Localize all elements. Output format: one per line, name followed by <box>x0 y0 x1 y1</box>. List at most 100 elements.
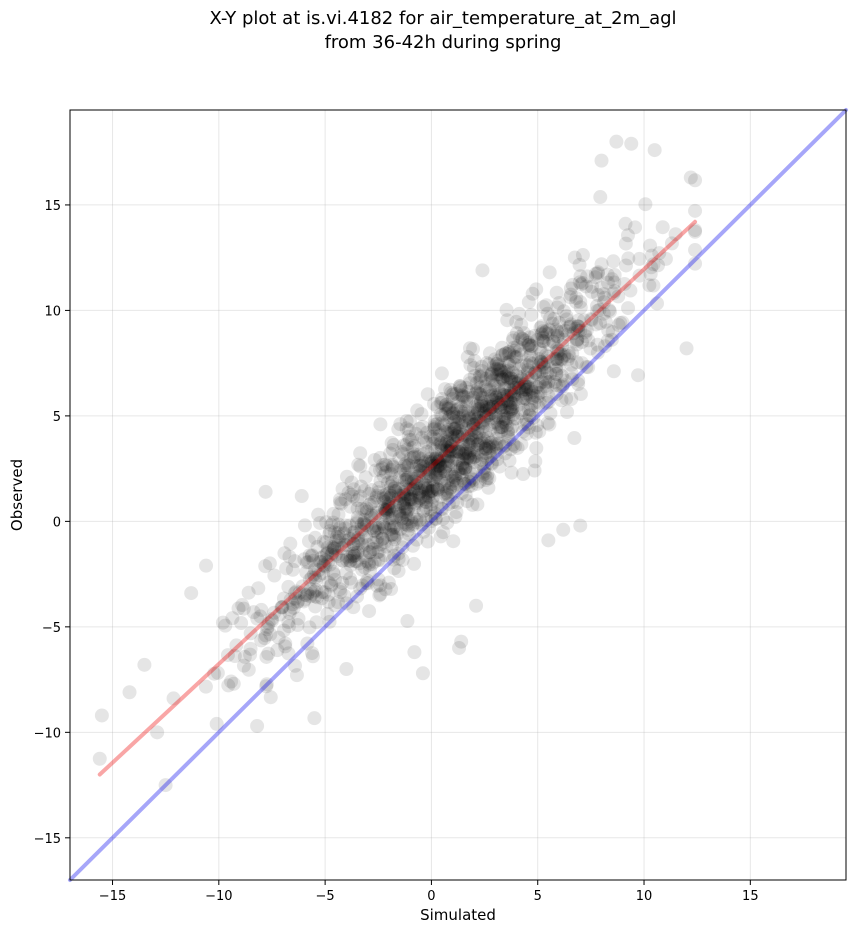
data-point <box>282 549 297 564</box>
data-point <box>384 518 399 533</box>
data-point <box>403 492 418 507</box>
data-point <box>456 460 471 475</box>
data-point <box>502 370 517 385</box>
data-point <box>545 316 560 331</box>
data-point <box>267 568 282 583</box>
data-point <box>490 367 505 382</box>
data-point <box>503 399 518 414</box>
data-point <box>475 452 490 467</box>
data-point <box>534 355 549 370</box>
data-point <box>351 536 366 551</box>
data-point <box>225 611 240 626</box>
data-point <box>358 470 373 485</box>
data-point <box>565 372 580 387</box>
data-point <box>411 487 426 502</box>
data-point <box>445 454 460 469</box>
data-point <box>464 423 479 438</box>
data-point <box>502 453 517 468</box>
data-point <box>396 533 411 548</box>
data-point <box>433 489 448 504</box>
data-point <box>548 378 563 393</box>
data-point <box>577 313 592 328</box>
data-point <box>409 512 424 527</box>
data-point <box>456 388 471 403</box>
data-point <box>549 359 564 374</box>
data-point <box>465 422 480 437</box>
data-point <box>382 510 397 525</box>
data-point <box>320 540 335 555</box>
data-point <box>452 410 467 425</box>
data-point <box>328 547 343 562</box>
data-point <box>536 300 551 315</box>
data-point <box>389 495 404 510</box>
data-point <box>478 424 493 439</box>
data-point <box>427 421 442 436</box>
data-point <box>373 578 388 593</box>
data-point <box>218 618 233 633</box>
data-point <box>387 548 402 563</box>
data-point <box>512 330 527 345</box>
data-point <box>372 521 387 536</box>
data-point <box>419 495 434 510</box>
data-point <box>320 545 335 560</box>
data-point <box>364 482 379 497</box>
data-point <box>439 466 454 481</box>
data-point <box>399 458 414 473</box>
data-point <box>507 387 522 402</box>
data-point <box>518 379 533 394</box>
data-point <box>536 334 551 349</box>
data-point <box>500 400 515 415</box>
data-point <box>251 581 266 596</box>
y-axis-label: Observed <box>8 459 26 531</box>
data-point <box>393 489 408 504</box>
data-point <box>518 386 533 401</box>
data-point <box>407 496 422 511</box>
data-point <box>597 339 612 354</box>
data-point <box>501 371 516 386</box>
data-point <box>643 267 658 282</box>
data-point <box>433 437 448 452</box>
data-point <box>338 518 353 533</box>
data-point <box>495 420 510 435</box>
data-point <box>391 422 406 437</box>
data-point <box>438 464 453 479</box>
data-point <box>285 597 300 612</box>
data-point <box>540 326 555 341</box>
data-point <box>405 433 420 448</box>
data-point <box>479 356 494 371</box>
data-point <box>483 443 498 458</box>
data-point <box>407 483 422 498</box>
data-point <box>484 406 499 421</box>
data-point <box>236 658 251 673</box>
data-point <box>453 379 468 394</box>
data-point <box>579 323 594 338</box>
data-point <box>438 398 453 413</box>
data-point <box>516 392 531 407</box>
data-point <box>406 483 421 498</box>
data-point <box>455 414 470 429</box>
data-point <box>609 134 624 149</box>
data-point <box>440 473 455 488</box>
x-tick-label: 5 <box>534 889 542 904</box>
data-point <box>484 456 499 471</box>
data-point <box>541 388 556 403</box>
data-point <box>387 519 402 534</box>
data-point <box>325 546 340 561</box>
data-point <box>365 521 380 536</box>
data-point <box>495 340 510 355</box>
data-point <box>520 365 535 380</box>
data-point <box>433 465 448 480</box>
data-point <box>503 386 518 401</box>
data-point <box>526 410 541 425</box>
data-point <box>478 441 493 456</box>
data-point <box>260 619 275 634</box>
data-point <box>461 394 476 409</box>
data-point <box>512 343 527 358</box>
data-point <box>411 476 426 491</box>
data-point <box>243 647 258 662</box>
data-point <box>581 333 596 348</box>
data-point <box>376 457 391 472</box>
data-point <box>411 462 426 477</box>
data-point <box>522 408 537 423</box>
